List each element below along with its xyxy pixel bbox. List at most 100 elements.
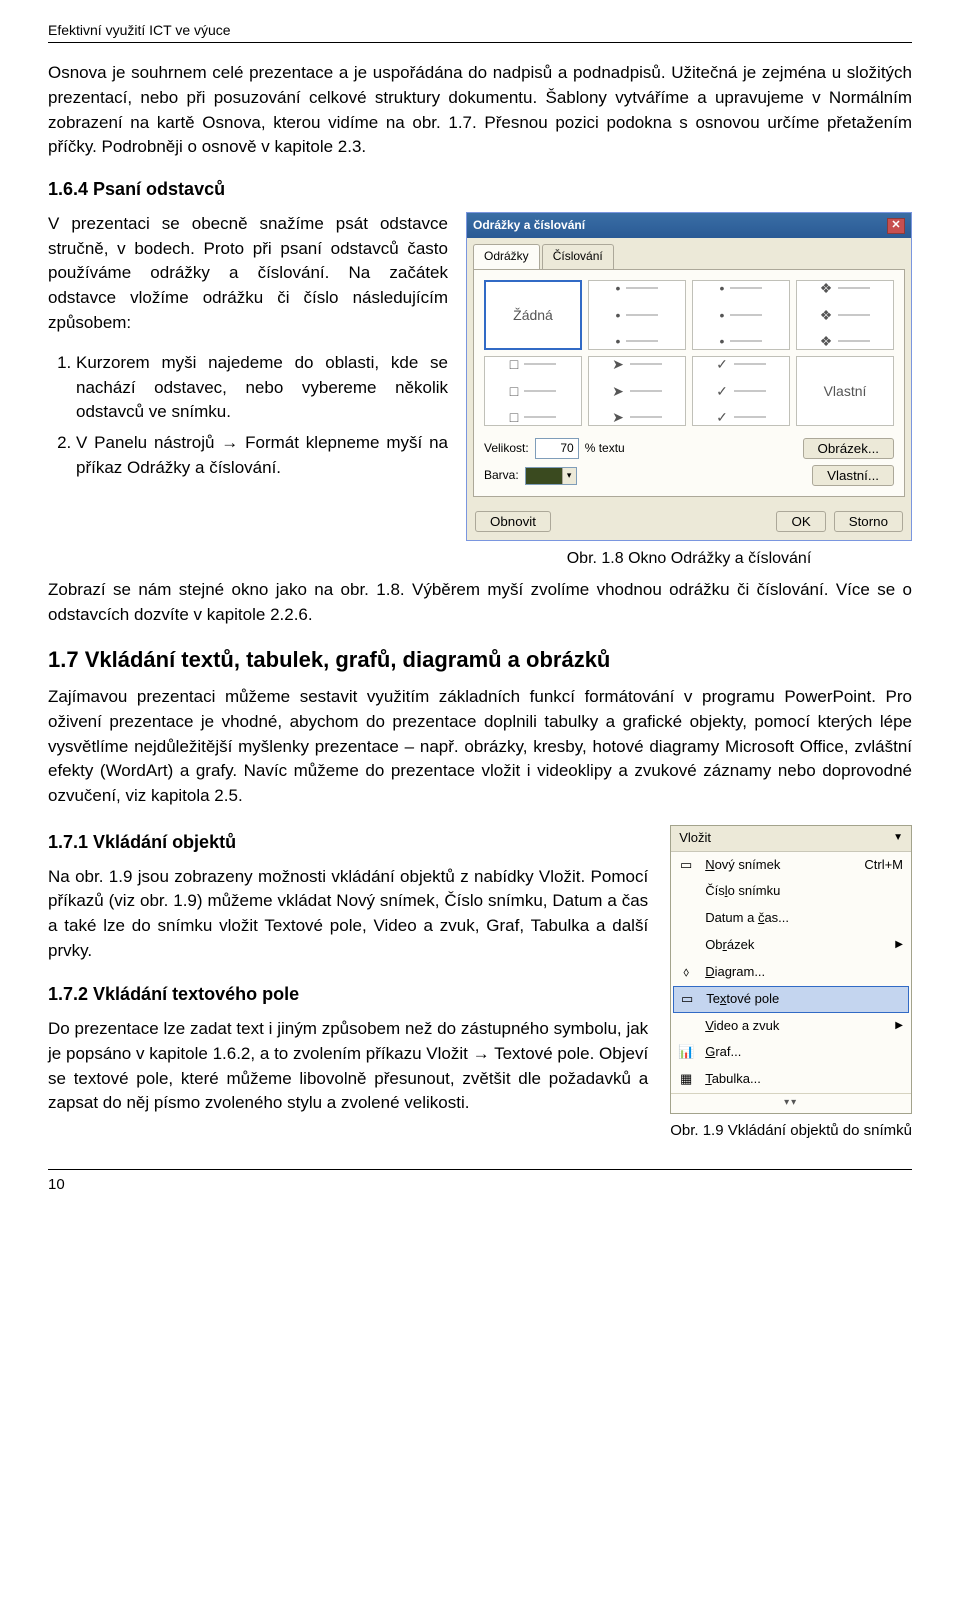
bullet-glyph: ❖ — [820, 331, 833, 351]
figure-1-9-caption: Obr. 1.9 Vkládání objektů do snímků — [670, 1120, 912, 1142]
para-1-7-2: Do prezentace lze zadat text i jiným způ… — [48, 1017, 648, 1116]
menu-item-tabulka-[interactable]: ▦ Tabulka... — [671, 1066, 911, 1093]
menu-column: Vložit ▼ ▭ Nový snímek Ctrl+M Číslo snímku D… — [670, 825, 912, 1142]
bullet-check[interactable]: ✓ ✓ ✓ — [692, 356, 790, 426]
menu-item-video-a-zvuk[interactable]: Video a zvuk ▶ — [671, 1013, 911, 1040]
menu-icon-empty — [675, 936, 697, 954]
heading-1-6-4: 1.6.4 Psaní odstavců — [48, 176, 912, 202]
heading-1-7: 1.7 Vkládání textů, tabulek, grafů, diag… — [48, 644, 912, 676]
color-label: Barva: — [484, 467, 519, 484]
menu-item-label: Datum a čas... — [705, 909, 789, 928]
bullet-custom[interactable]: Vlastní — [796, 356, 894, 426]
tab-numbering[interactable]: Číslování — [542, 244, 614, 268]
dialog-controls-2: Barva: ▾ Vlastní... — [484, 465, 894, 486]
heading-1-7-2: 1.7.2 Vkládání textového pole — [48, 981, 648, 1007]
bullet-glyph: ➤ — [612, 407, 624, 427]
menu-item-graf-[interactable]: 📊Graf... — [671, 1039, 911, 1066]
bullet-glyph: □ — [510, 354, 518, 374]
section-1-6-4-text: V prezentaci se obecně snažíme psát odst… — [48, 212, 448, 486]
submenu-arrow-icon: ▶ — [895, 938, 903, 953]
intro-paragraph: Osnova je souhrnem celé prezentace a je … — [48, 61, 912, 160]
bullet-none[interactable]: Žádná — [484, 280, 582, 350]
menu-item-label: Graf... — [705, 1043, 741, 1062]
page-header: Efektivní využití ICT ve výuce — [48, 20, 912, 40]
color-swatch[interactable]: ▾ — [525, 467, 577, 485]
size-input[interactable]: 70 — [535, 438, 579, 459]
bullet-glyph: ✓ — [716, 354, 728, 374]
menu-title[interactable]: Vložit ▼ — [671, 826, 911, 852]
image-button[interactable]: Obrázek... — [803, 438, 894, 459]
menu-icon: ▭ — [675, 856, 697, 874]
bullet-glyph: • — [720, 278, 725, 298]
menu-item-label: Tabulka... — [705, 1070, 761, 1089]
bullets-dialog: Odrážky a číslování ✕ Odrážky Číslování … — [466, 212, 912, 541]
bullet-glyph: □ — [510, 407, 518, 427]
custom-button[interactable]: Vlastní... — [812, 465, 894, 486]
menu-item-obr-zek[interactable]: Obrázek ▶ — [671, 932, 911, 959]
menu-item-label: Nový snímek — [705, 856, 780, 875]
tab-bullets[interactable]: Odrážky — [473, 244, 540, 268]
close-icon[interactable]: ✕ — [887, 218, 905, 234]
dialog-tabs: Odrážky Číslování — [467, 238, 911, 268]
bullet-circle[interactable]: • • • — [692, 280, 790, 350]
menu-icon-empty — [675, 910, 697, 928]
dialog-title-text: Odrážky a číslování — [473, 217, 585, 234]
bullet-glyph: • — [616, 278, 621, 298]
heading-1-7-1: 1.7.1 Vkládání objektů — [48, 829, 648, 855]
menu-icon: ▭ — [676, 990, 698, 1008]
bullet-glyph: • — [720, 305, 725, 325]
step-2: V Panelu nástrojů → Formát klepneme myší… — [76, 431, 448, 480]
bullet-glyph: ➤ — [612, 381, 624, 401]
bullet-glyph: □ — [510, 381, 518, 401]
menu-icon: ▦ — [675, 1071, 697, 1089]
bullet-glyph: • — [616, 305, 621, 325]
insert-menu: Vložit ▼ ▭ Nový snímek Ctrl+M Číslo snímku D… — [670, 825, 912, 1114]
figure-1-8-caption: Obr. 1.8 Okno Odrážky a číslování — [466, 547, 912, 570]
dialog-column: Odrážky a číslování ✕ Odrážky Číslování … — [466, 212, 912, 570]
reset-button[interactable]: Obnovit — [475, 511, 551, 532]
menu-item-label: Číslo snímku — [705, 882, 780, 901]
menu-item--slo-sn-mku[interactable]: Číslo snímku — [671, 878, 911, 905]
chevron-down-icon: ▼ — [893, 831, 903, 846]
menu-title-text: Vložit — [679, 829, 711, 848]
bullet-glyph: ✓ — [716, 407, 728, 427]
footer-rule — [48, 1169, 912, 1170]
dialog-controls: Velikost: 70 % textu Obrázek... — [484, 438, 894, 459]
menu-item-label: Video a zvuk — [705, 1017, 779, 1036]
bullet-custom-label: Vlastní — [824, 381, 867, 401]
bullet-glyph: • — [616, 331, 621, 351]
bullet-arrow[interactable]: ➤ ➤ ➤ — [588, 356, 686, 426]
ok-button[interactable]: OK — [776, 511, 825, 532]
menu-item-datum-a-as-[interactable]: Datum a čas... — [671, 905, 911, 932]
header-rule — [48, 42, 912, 43]
chevron-down-icon: ▾ — [562, 468, 576, 484]
menu-item-label: Textové pole — [706, 990, 779, 1009]
page-number: 10 — [48, 1174, 912, 1196]
dialog-titlebar: Odrážky a číslování ✕ — [467, 213, 911, 238]
menu-item-nov-sn-mek[interactable]: ▭ Nový snímek Ctrl+M — [671, 852, 911, 879]
menu-icon: ⬨ — [675, 963, 697, 981]
menu-shortcut: Ctrl+M — [864, 856, 903, 875]
bullet-square[interactable]: □ □ □ — [484, 356, 582, 426]
menu-item-diagram-[interactable]: ⬨ Diagram... — [671, 959, 911, 986]
menu-icon-empty — [675, 883, 697, 901]
para-after-1-6-4: Zobrazí se nám stejné okno jako na obr. … — [48, 578, 912, 627]
menu-items: ▭ Nový snímek Ctrl+M Číslo snímku Datum a ča… — [671, 852, 911, 1094]
submenu-arrow-icon: ▶ — [895, 1019, 903, 1034]
menu-icon-empty — [675, 1017, 697, 1035]
menu-item-label: Diagram... — [705, 963, 765, 982]
menu-item-label: Obrázek — [705, 936, 754, 955]
section-1-7-text: 1.7.1 Vkládání objektů Na obr. 1.9 jsou … — [48, 825, 648, 1132]
step-1: Kurzorem myši najedeme do oblasti, kde s… — [76, 351, 448, 425]
dialog-body: Žádná • • • • • • ❖ ❖ ❖ — [473, 269, 905, 497]
bullet-disc[interactable]: • • • — [588, 280, 686, 350]
bullet-glyph: ❖ — [820, 305, 833, 325]
steps-list: Kurzorem myši najedeme do oblasti, kde s… — [48, 351, 448, 480]
bullet-diamond[interactable]: ❖ ❖ ❖ — [796, 280, 894, 350]
para-1-7: Zajímavou prezentaci můžeme sestavit vyu… — [48, 685, 912, 808]
cancel-button[interactable]: Storno — [834, 511, 903, 532]
menu-item-textov-pole[interactable]: ▭ Textové pole — [673, 986, 909, 1013]
menu-expand[interactable]: ▾▾ — [671, 1093, 911, 1113]
bullet-glyph: • — [720, 331, 725, 351]
bullet-glyph: ❖ — [820, 278, 833, 298]
